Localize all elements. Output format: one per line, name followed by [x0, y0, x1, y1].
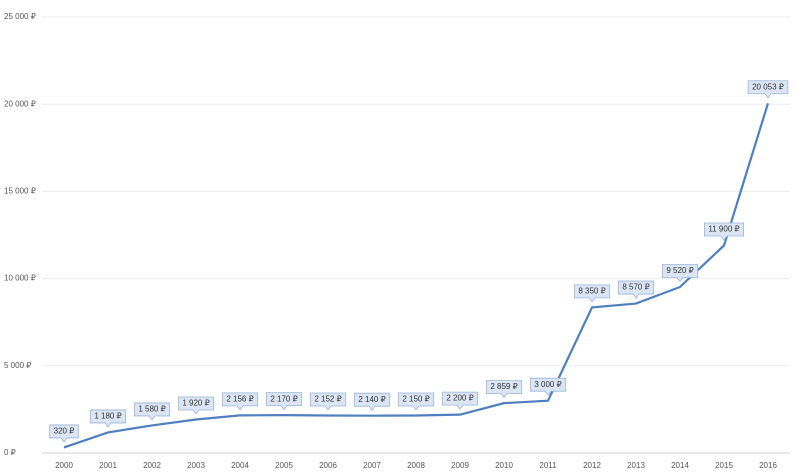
data-label: 1 180 ₽: [89, 409, 127, 428]
data-label-text: 2 150 ₽: [402, 395, 429, 404]
data-label-box: [529, 377, 567, 396]
data-label: 320 ₽: [49, 424, 79, 443]
data-label-text: 2 156 ₽: [226, 395, 253, 404]
x-tick-label: 2001: [99, 461, 117, 470]
data-label: 8 350 ₽: [573, 284, 611, 303]
x-tick-label: 2004: [231, 461, 249, 470]
data-label: 2 170 ₽: [265, 392, 303, 411]
data-label-box: [617, 280, 655, 299]
x-tick-label: 2012: [583, 461, 601, 470]
data-label-box: [441, 391, 479, 410]
y-tick-label: 15 000 ₽: [4, 187, 36, 196]
data-label-text: 1 580 ₽: [138, 405, 165, 414]
data-label-text: 9 520 ₽: [666, 266, 693, 275]
data-label-text: 8 570 ₽: [622, 283, 649, 292]
x-tick-label: 2008: [407, 461, 425, 470]
data-label-box: [265, 392, 303, 411]
data-label-box: [133, 402, 171, 421]
data-label-box: [177, 396, 215, 415]
data-label: 1 920 ₽: [177, 396, 215, 415]
data-label-box: [89, 409, 127, 428]
x-tick-label: 2007: [363, 461, 381, 470]
x-tick-label: 2011: [539, 461, 557, 470]
data-label-text: 2 200 ₽: [446, 394, 473, 403]
y-tick-label: 20 000 ₽: [4, 99, 36, 108]
x-tick-label: 2002: [143, 461, 161, 470]
x-tick-label: 2009: [451, 461, 469, 470]
data-label-text: 3 000 ₽: [534, 380, 561, 389]
y-tick-label: 5 000 ₽: [4, 361, 31, 370]
data-label: 3 000 ₽: [529, 377, 567, 396]
data-label-text: 20 053 ₽: [752, 82, 784, 91]
data-label-box: [221, 392, 259, 411]
x-tick-label: 2006: [319, 461, 337, 470]
data-label-box: [661, 264, 699, 283]
x-tick-label: 2000: [55, 461, 73, 470]
data-label-box: [485, 380, 523, 399]
data-label-text: 2 152 ₽: [314, 395, 341, 404]
data-label-text: 320 ₽: [54, 427, 75, 436]
line: [63, 102, 770, 449]
data-label: 2 156 ₽: [221, 392, 259, 411]
data-label-text: 1 180 ₽: [94, 412, 121, 421]
data-label: 2 200 ₽: [441, 391, 479, 410]
data-label: 9 520 ₽: [661, 264, 699, 283]
data-label-box: [49, 424, 79, 443]
data-label: 20 053 ₽: [747, 80, 789, 99]
y-tick-label: 25 000 ₽: [4, 12, 36, 21]
x-tick-label: 2010: [495, 461, 513, 470]
data-label: 2 152 ₽: [309, 392, 347, 411]
data-label-box: [309, 392, 347, 411]
data-label-box: [747, 80, 789, 99]
x-tick-label: 2003: [187, 461, 205, 470]
y-tick-label: 10 000 ₽: [4, 274, 36, 283]
data-label-text: 2 140 ₽: [358, 395, 385, 404]
data-label-text: 1 920 ₽: [182, 399, 209, 408]
x-tick-label: 2013: [627, 461, 645, 470]
data-label-box: [704, 222, 744, 241]
x-tick-label: 2005: [275, 461, 293, 470]
data-label: 11 900 ₽: [704, 222, 744, 241]
data-label-box: [397, 392, 435, 411]
x-tick-label: 2016: [759, 461, 777, 470]
data-label: 2 859 ₽: [485, 380, 523, 399]
data-label-text: 2 170 ₽: [270, 394, 297, 403]
data-label-text: 2 859 ₽: [490, 382, 517, 391]
x-tick-label: 2015: [715, 461, 733, 470]
data-label: 8 570 ₽: [617, 280, 655, 299]
data-label-box: [353, 392, 391, 411]
data-label-box: [573, 284, 611, 303]
y-tick-label: 0 ₽: [4, 448, 16, 457]
x-tick-label: 2014: [671, 461, 689, 470]
data-label: 2 140 ₽: [353, 392, 391, 411]
data-label: 1 580 ₽: [133, 402, 171, 421]
data-label-text: 11 900 ₽: [708, 225, 739, 234]
data-label: 2 150 ₽: [397, 392, 435, 411]
data-label-text: 8 350 ₽: [578, 286, 605, 295]
